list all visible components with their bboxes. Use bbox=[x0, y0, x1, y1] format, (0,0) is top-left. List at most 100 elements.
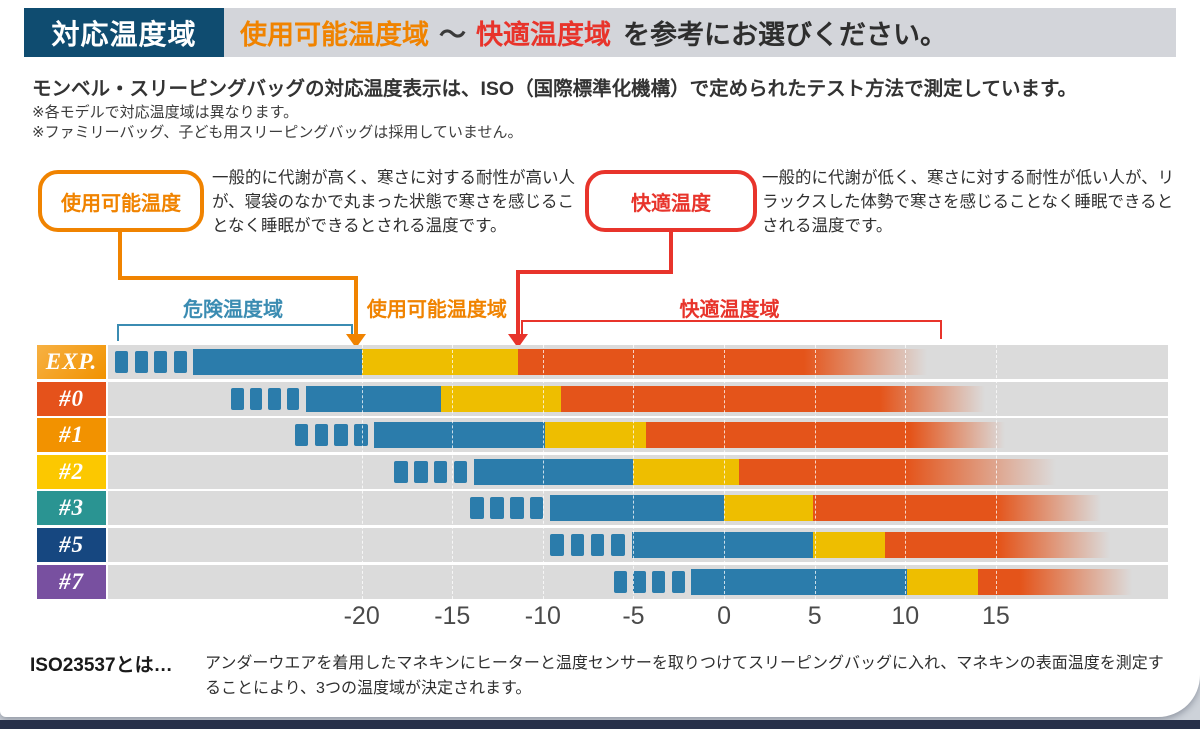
row-label: EXP. bbox=[37, 345, 106, 379]
danger-zone-dash bbox=[294, 424, 308, 447]
danger-zone-dash bbox=[611, 533, 625, 556]
comfort-zone-bar bbox=[517, 349, 927, 375]
chart-row: #5 bbox=[37, 527, 1168, 562]
usable-zone-bar bbox=[544, 422, 647, 449]
comfort-leader-drop bbox=[669, 228, 673, 274]
comfort-temp-callout: 快適温度 bbox=[585, 170, 757, 232]
row-plot-area bbox=[108, 454, 1168, 489]
comfort-zone-bar bbox=[885, 531, 1110, 558]
row-label: #2 bbox=[37, 454, 106, 489]
danger-zone-dash bbox=[671, 570, 685, 593]
danger-zone-dash bbox=[249, 387, 263, 410]
usable-zone-bar bbox=[361, 349, 518, 375]
usable-arrow bbox=[346, 334, 367, 348]
header-band: 対応温度域 使用可能温度域 ～ 快適温度域 を参考にお選びください。 bbox=[24, 8, 1176, 57]
row-label: #3 bbox=[37, 491, 106, 526]
danger-zone-dash bbox=[470, 497, 484, 520]
row-plot-area bbox=[108, 564, 1168, 599]
danger-zone-bar bbox=[474, 458, 634, 485]
row-label: #1 bbox=[37, 418, 106, 453]
chart-row: #3 bbox=[37, 491, 1168, 526]
axis-tick-label: 15 bbox=[981, 602, 1010, 630]
danger-zone-dash bbox=[550, 533, 564, 556]
danger-zone-dash bbox=[454, 460, 468, 483]
usable-zone-bar bbox=[812, 531, 886, 558]
row-plot-area bbox=[108, 381, 1168, 416]
page-title: 使用可能温度域 ～ 快適温度域 を参考にお選びください。 bbox=[240, 8, 947, 57]
danger-zone-bracket bbox=[117, 324, 353, 341]
usable-zone-bar bbox=[633, 458, 739, 485]
row-label: #5 bbox=[37, 527, 106, 562]
danger-zone-dash bbox=[314, 424, 328, 447]
footnote-term: ISO23537とは… bbox=[30, 655, 173, 676]
chart-row: #1 bbox=[37, 418, 1168, 453]
usable-zone-bar bbox=[724, 495, 813, 522]
comfort-zone-bar bbox=[812, 495, 1101, 522]
danger-zone-dash bbox=[268, 387, 281, 410]
title-usable-range: 使用可能温度域 bbox=[240, 20, 429, 50]
footnote-description: アンダーウエアを着用したマネキンにヒーターと温度センサーを取りつけてスリーピング… bbox=[205, 655, 1164, 697]
danger-zone-dash bbox=[434, 460, 448, 483]
danger-zone-dash bbox=[633, 570, 646, 593]
axis-tick-label: 10 bbox=[891, 602, 920, 630]
danger-zone-dash bbox=[286, 387, 300, 410]
chart-row: #2 bbox=[37, 454, 1168, 489]
usable-leader-down bbox=[354, 280, 359, 336]
comfort-zone-bar bbox=[738, 458, 1056, 485]
intro-note-1: ※各モデルで対応温度域は異なります。 bbox=[32, 104, 299, 121]
temperature-range-chart: EXP. #0 #1 #2 #3 #5 #7 bbox=[37, 345, 1168, 601]
bottom-divider-bar bbox=[0, 720, 1200, 729]
usable-temp-description: 一般的に代謝が高く、寒さに対する耐性が高い人が、寝袋のなかで丸まった状態で寒さを… bbox=[212, 169, 575, 235]
danger-zone-dash bbox=[570, 533, 585, 556]
row-plot-area bbox=[108, 418, 1168, 453]
danger-zone-dash bbox=[134, 351, 148, 373]
axis-tick-label: 5 bbox=[807, 602, 822, 630]
axis-tick-label: -10 bbox=[524, 602, 561, 630]
zone-label-usable: 使用可能温度域 bbox=[366, 299, 507, 321]
usable-temp-callout: 使用可能温度 bbox=[38, 170, 204, 232]
danger-zone-dash bbox=[154, 351, 168, 373]
axis-tick-label: 0 bbox=[717, 602, 732, 630]
chart-row: #0 bbox=[37, 381, 1168, 416]
axis-tick-label: -20 bbox=[343, 602, 380, 630]
intro-note-2: ※ファミリーバッグ、子ども用スリーピングバッグは採用していません。 bbox=[32, 124, 523, 141]
danger-zone-dash bbox=[530, 497, 544, 520]
danger-zone-bar bbox=[550, 495, 725, 522]
danger-zone-dash bbox=[414, 460, 428, 483]
usable-leader-horizontal bbox=[118, 276, 359, 280]
comfort-leader-horizontal bbox=[515, 270, 673, 274]
comfort-temp-description: 一般的に代謝が低く、寒さに対する耐性が低い人が、リラックスした体勢で寒さを感じる… bbox=[762, 169, 1175, 235]
footnote: ISO23537とは… アンダーウエアを着用したマネキンにヒーターと温度センサー… bbox=[30, 650, 1180, 701]
zone-label-danger: 危険温度域 bbox=[183, 299, 284, 321]
comfort-arrow bbox=[507, 334, 528, 348]
title-suffix: を参考にお選びください。 bbox=[623, 20, 947, 50]
comfort-zone-bar bbox=[646, 422, 1005, 449]
row-label: #7 bbox=[37, 564, 106, 599]
row-label: #0 bbox=[37, 381, 106, 416]
chart-row: #7 bbox=[37, 564, 1168, 599]
title-comfort-range: 快適温度域 bbox=[476, 20, 611, 50]
zone-label-comfort: 快適温度域 bbox=[679, 299, 780, 321]
danger-zone-dash bbox=[354, 424, 368, 447]
danger-zone-dash bbox=[590, 533, 605, 556]
intro-text: モンベル・スリーピングバッグの対応温度表示は、ISO（国際標準化機構）で定められ… bbox=[32, 78, 1078, 100]
danger-zone-bar bbox=[305, 385, 442, 412]
danger-zone-dash bbox=[231, 387, 244, 410]
row-plot-area bbox=[108, 345, 1168, 379]
header-badge: 対応温度域 bbox=[24, 8, 224, 57]
comfort-leader-down bbox=[515, 274, 520, 336]
usable-leader-drop bbox=[118, 228, 122, 280]
usable-zone-bar bbox=[907, 568, 978, 595]
danger-zone-bar bbox=[193, 349, 362, 375]
danger-zone-dash bbox=[490, 497, 504, 520]
axis-tick-label: -5 bbox=[622, 602, 645, 630]
comfort-zone-bar bbox=[977, 568, 1132, 595]
row-plot-area bbox=[108, 527, 1168, 562]
danger-zone-dash bbox=[510, 497, 524, 520]
danger-zone-dash bbox=[394, 460, 408, 483]
usable-zone-bar bbox=[441, 385, 561, 412]
axis-tick-label: -15 bbox=[434, 602, 471, 630]
danger-zone-dash bbox=[652, 570, 666, 593]
comfort-zone-bracket bbox=[521, 320, 942, 339]
